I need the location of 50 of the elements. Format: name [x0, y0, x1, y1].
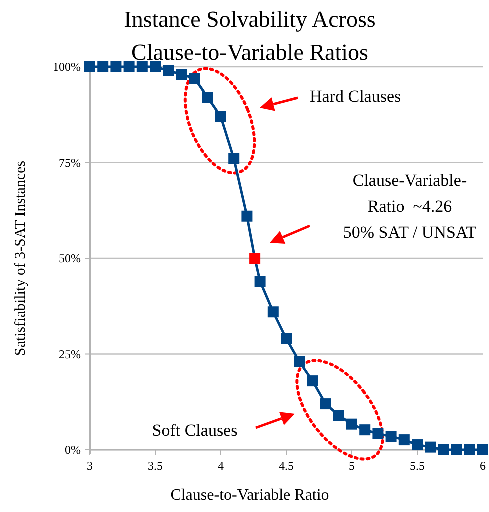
- chart-title: Instance Solvability Across Clause-to-Variable Ratios: [124, 7, 376, 65]
- point: [163, 65, 174, 76]
- point: [98, 62, 109, 72]
- annotation: Soft Clauses: [152, 421, 238, 440]
- point: [281, 333, 292, 344]
- point: [386, 431, 397, 442]
- point: [333, 410, 344, 422]
- point: [216, 111, 226, 122]
- point: [346, 418, 358, 430]
- y-tick-label: 0%: [65, 443, 81, 457]
- point: [294, 356, 306, 368]
- x-axis-title: Clause-to-Variable Ratio: [170, 487, 330, 504]
- y-tick-label: 75%: [59, 156, 81, 170]
- point: [425, 442, 436, 453]
- point: [360, 424, 371, 436]
- y-tick-label: 25%: [59, 347, 81, 362]
- x-tick-label: 5: [349, 459, 355, 473]
- point: [268, 306, 279, 318]
- point: [136, 62, 148, 72]
- point: [412, 440, 423, 451]
- point: [189, 72, 200, 84]
- point: [307, 376, 318, 387]
- point: [398, 434, 410, 446]
- point: [438, 444, 450, 456]
- y-tick-label: 100%: [53, 60, 81, 74]
- point: [242, 210, 253, 222]
- y-axis-title: Satisfiability of 3-SAT Instances: [13, 160, 29, 356]
- x-tick-label: 3: [87, 459, 93, 473]
- point: [84, 62, 96, 72]
- x-tick-label: 5.5: [410, 459, 425, 473]
- point: [451, 444, 462, 456]
- point: [228, 153, 240, 164]
- x-tick-label: 3.5: [148, 459, 163, 473]
- annotation: Clause-Variable- Ratio ~4.26 50% SAT / UNSAT: [343, 171, 478, 242]
- point: [478, 444, 488, 456]
- annotation: Hard Clauses: [310, 87, 402, 106]
- point: [250, 253, 261, 264]
- x-tick-label: 4: [218, 459, 224, 473]
- point: [176, 69, 188, 80]
- point: [320, 398, 332, 410]
- point: [124, 62, 135, 72]
- point: [372, 428, 384, 440]
- point: [254, 276, 266, 287]
- point: [110, 62, 122, 72]
- point: [464, 444, 476, 456]
- x-tick-label: 6: [480, 459, 486, 473]
- point: [150, 62, 161, 72]
- y-tick-label: 50%: [59, 252, 81, 266]
- x-tick-label: 4.5: [279, 459, 294, 473]
- point: [202, 92, 214, 104]
